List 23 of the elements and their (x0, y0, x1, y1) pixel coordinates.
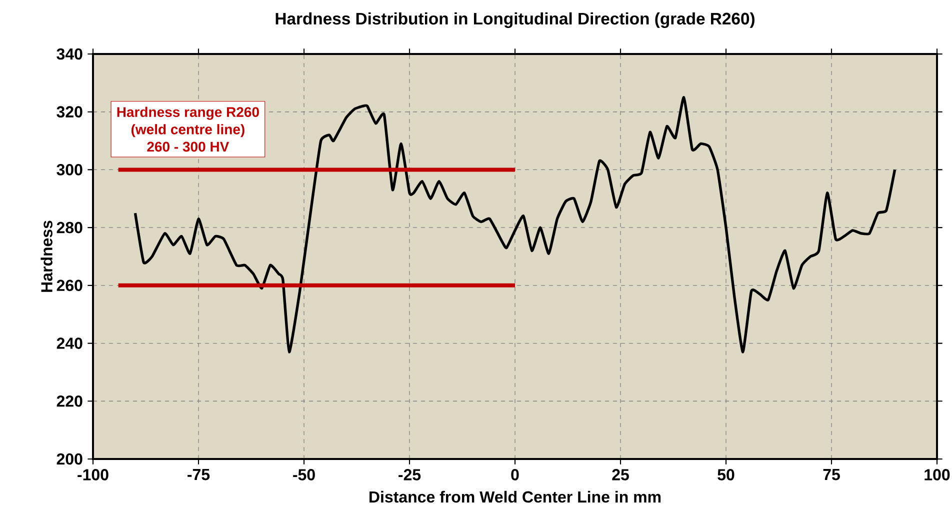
y-tick-label: 220 (56, 395, 82, 407)
y-axis-title: Hardness (40, 220, 52, 292)
x-tick-label: 100 (924, 469, 950, 480)
x-tick-label: 25 (612, 469, 629, 480)
x-tick-label: -25 (398, 469, 421, 480)
y-tick-label: 300 (56, 164, 82, 176)
y-tick-label: 340 (56, 48, 82, 60)
x-tick-label: -100 (78, 469, 108, 480)
y-tick-label: 320 (56, 106, 82, 118)
y-tick-label: 280 (56, 222, 82, 234)
y-tick-label: 260 (56, 280, 82, 292)
x-tick-label: -50 (293, 469, 315, 480)
y-tick-label: 240 (56, 338, 82, 349)
x-tick-label: 0 (511, 469, 519, 480)
annotation: Hardness range R260 (117, 106, 259, 120)
chart-title: Hardness Distribution in Longitudinal Direction (grade R260) (276, 12, 754, 28)
y-tick-label: 200 (56, 453, 82, 465)
x-tick-label: 50 (718, 469, 734, 480)
x-axis-title: Distance from Weld Center Line in mm (370, 490, 661, 503)
annotation: 260 - 300 HV (147, 142, 230, 152)
x-tick-label: 75 (823, 469, 840, 480)
x-tick-label: -75 (188, 469, 210, 480)
annotation: (weld centre line) (131, 124, 244, 138)
